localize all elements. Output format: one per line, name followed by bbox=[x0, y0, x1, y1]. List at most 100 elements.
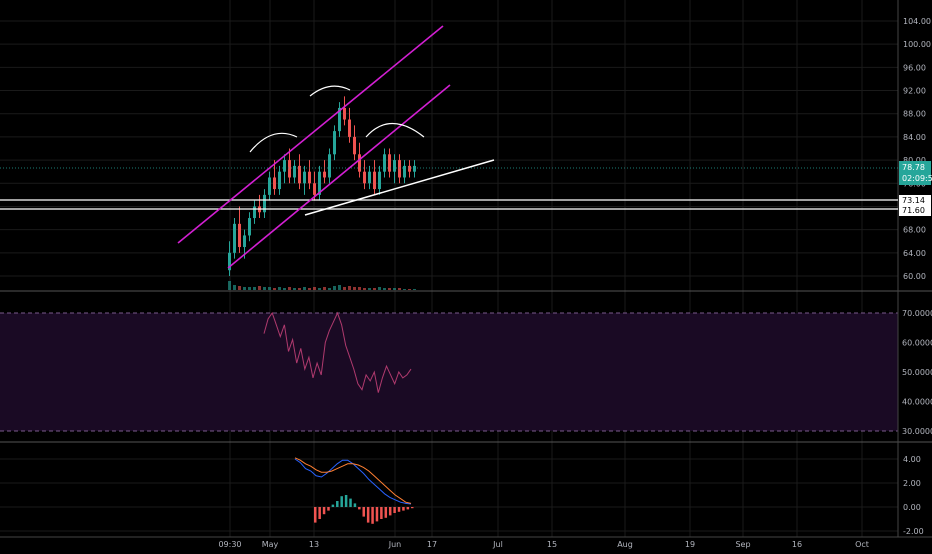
left-shoulder-arc[interactable] bbox=[249, 132, 298, 153]
volume-bar bbox=[403, 289, 406, 290]
macd-histogram-bar bbox=[336, 501, 339, 507]
volume-bar bbox=[393, 288, 396, 290]
price-tick-label: 92.00 bbox=[903, 87, 926, 96]
macd-tick-label: 2.00 bbox=[903, 479, 921, 488]
macd-tick-label: 0.00 bbox=[903, 503, 921, 512]
candle-body bbox=[233, 223, 236, 253]
time-axis-label: May bbox=[262, 540, 279, 549]
right-shoulder-arc[interactable] bbox=[365, 123, 425, 138]
channel-upper-line[interactable] bbox=[177, 25, 444, 244]
time-axis-label: Sep bbox=[735, 540, 750, 549]
volume-bar bbox=[343, 287, 346, 290]
macd-tick-label: -2.00 bbox=[903, 527, 924, 536]
volume-bar bbox=[413, 289, 416, 290]
price-tick-label: 84.00 bbox=[903, 133, 926, 142]
volume-bar bbox=[398, 288, 401, 290]
volume-bar bbox=[283, 288, 286, 290]
volume-bar bbox=[228, 281, 231, 290]
macd-histogram-bar bbox=[393, 507, 396, 513]
candle-body bbox=[408, 165, 411, 172]
candle-body bbox=[253, 206, 256, 219]
level-label-71: 71.60 bbox=[902, 206, 925, 215]
candle-body bbox=[413, 165, 416, 172]
candle-body bbox=[348, 119, 351, 137]
time-axis-label: Jul bbox=[492, 540, 503, 549]
volume-bar bbox=[358, 287, 361, 290]
candle-body bbox=[398, 160, 401, 178]
rsi-tick-label: 60.0000 bbox=[902, 339, 932, 348]
macd-histogram-bar bbox=[327, 507, 330, 511]
rsi-tick-label: 40.0000 bbox=[902, 398, 932, 407]
macd-tick-label: 4.00 bbox=[903, 455, 921, 464]
time-axis-label: 19 bbox=[685, 540, 695, 549]
time-axis-label: 15 bbox=[547, 540, 557, 549]
price-tick-label: 88.00 bbox=[903, 110, 926, 119]
candle-body bbox=[403, 165, 406, 178]
rsi-band bbox=[0, 313, 898, 431]
macd-histogram-bar bbox=[322, 507, 326, 515]
volume-bar bbox=[348, 286, 351, 290]
time-axis-label: Oct bbox=[855, 540, 869, 549]
level-label-73: 73.14 bbox=[902, 196, 925, 205]
volume-bar bbox=[248, 287, 251, 290]
volume-bar bbox=[258, 286, 261, 290]
candle-body bbox=[378, 171, 381, 190]
volume-bar bbox=[263, 287, 266, 290]
volume-bar bbox=[333, 286, 336, 290]
candle-body bbox=[278, 171, 281, 190]
candle-body bbox=[313, 183, 316, 195]
current-price-badge bbox=[899, 161, 931, 185]
candle-body bbox=[288, 160, 291, 178]
macd-histogram-bar bbox=[349, 498, 352, 507]
candle-body bbox=[318, 171, 321, 195]
macd-histogram-bar bbox=[397, 507, 401, 512]
price-tick-label: 100.00 bbox=[903, 40, 931, 49]
time-axis-label: 17 bbox=[427, 540, 437, 549]
head-arc[interactable] bbox=[309, 85, 351, 97]
signal-line bbox=[294, 457, 412, 504]
price-tick-label: 104.00 bbox=[903, 17, 931, 26]
candle-body bbox=[343, 107, 346, 120]
candle-body bbox=[328, 154, 331, 178]
volume-bar bbox=[378, 287, 381, 290]
volume-bar bbox=[318, 288, 321, 290]
time-axis-label: Aug bbox=[617, 540, 633, 549]
candle-body bbox=[388, 154, 391, 172]
volume-bar bbox=[368, 288, 371, 290]
time-axis-label: 13 bbox=[309, 540, 319, 549]
support-trendline[interactable] bbox=[304, 159, 495, 216]
candle-body bbox=[353, 136, 356, 155]
price-tick-label: 60.00 bbox=[903, 272, 926, 281]
rsi-tick-label: 70.0000 bbox=[902, 309, 932, 318]
volume-bar bbox=[268, 287, 271, 290]
volume-bar bbox=[408, 289, 411, 290]
volume-bar bbox=[323, 287, 326, 290]
volume-bar bbox=[298, 288, 301, 290]
volume-bar bbox=[288, 287, 291, 290]
volume-bar bbox=[273, 288, 276, 290]
volume-bar bbox=[278, 287, 281, 290]
price-tick-label: 80.00 bbox=[903, 156, 926, 165]
candle-body bbox=[228, 252, 231, 271]
macd-histogram-bar bbox=[388, 507, 392, 516]
candle-body bbox=[273, 177, 276, 190]
candle-body bbox=[333, 131, 336, 155]
time-axis-label: 16 bbox=[792, 540, 802, 549]
countdown-label: 02:09:53 bbox=[902, 174, 932, 183]
volume-bar bbox=[373, 288, 376, 290]
macd-histogram-bar bbox=[340, 496, 343, 507]
volume-bar bbox=[313, 287, 316, 290]
macd-histogram-bar bbox=[353, 503, 357, 507]
candle-body bbox=[238, 223, 241, 248]
volume-bar bbox=[233, 285, 236, 290]
volume-bar bbox=[388, 288, 391, 290]
volume-bar bbox=[243, 287, 246, 290]
channel-lower-line[interactable] bbox=[227, 84, 451, 269]
macd-histogram-bar bbox=[314, 507, 317, 523]
volume-bar bbox=[338, 285, 341, 290]
macd-histogram-bar bbox=[384, 507, 388, 518]
macd-hist-layer bbox=[314, 495, 414, 524]
